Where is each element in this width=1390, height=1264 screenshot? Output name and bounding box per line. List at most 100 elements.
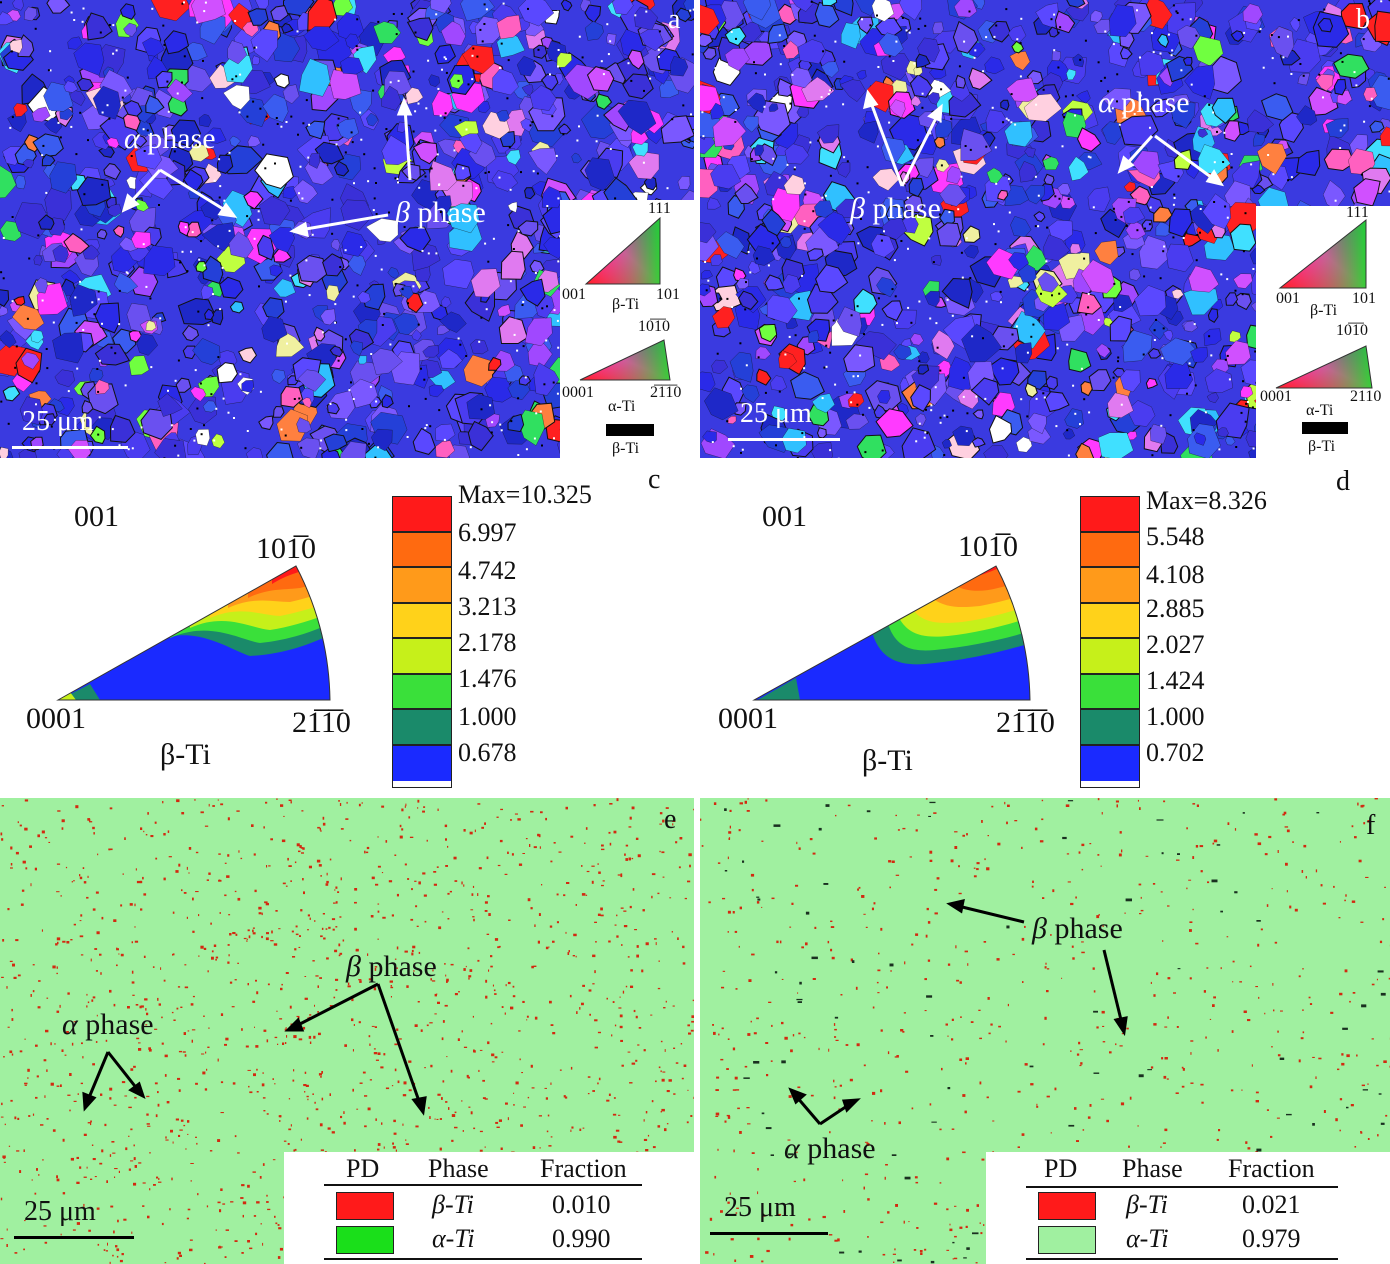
grain	[1122, 329, 1153, 363]
grain	[556, 52, 572, 68]
grain	[145, 320, 157, 331]
boundary-speck	[425, 424, 428, 427]
boundary-speck	[228, 229, 231, 232]
grain	[406, 291, 424, 314]
boundary-speck	[49, 69, 52, 72]
grain	[541, 73, 559, 91]
grain	[34, 277, 48, 294]
boundary-speck	[534, 271, 537, 274]
grain	[831, 0, 854, 17]
boundary-speck	[487, 260, 490, 263]
boundary-speck	[439, 114, 442, 117]
boundary-speck	[424, 427, 427, 430]
grain	[219, 276, 244, 299]
grain	[63, 232, 90, 254]
grain	[0, 305, 9, 317]
ipf-legend-b: 111 001 101 β-Ti 10̅1̅0 0001 2110 α-Ti β…	[1256, 204, 1390, 458]
ipf-0001: 0001	[1260, 388, 1292, 405]
boundary-speck	[9, 126, 12, 129]
phase-map-e: e β phase α phase 25 μm PD Phase Fractio…	[0, 798, 694, 1264]
boundary-speck	[507, 224, 510, 227]
boundary-speck	[350, 131, 353, 134]
annotation-arrows-a	[121, 97, 413, 238]
boundary-speck	[345, 429, 348, 432]
boundary-speck	[666, 187, 669, 190]
boundary-speck	[643, 89, 645, 92]
grain	[520, 118, 534, 133]
colorbar-segment	[393, 745, 451, 781]
boundary-speck	[459, 119, 462, 122]
boundary-speck	[471, 78, 474, 81]
boundary-speck	[302, 122, 305, 125]
boundary-speck	[81, 20, 84, 23]
ipf-1010: 10̅1̅0	[1336, 322, 1368, 339]
boundary-speck	[438, 184, 440, 186]
grain	[341, 231, 368, 257]
boundary-speck	[219, 185, 222, 188]
boundary-speck	[45, 191, 48, 194]
scale-bar-e	[14, 1236, 134, 1239]
grain	[49, 161, 78, 194]
ebsd-map-a: a α phase β phase 25 μm 111 001 101	[0, 0, 694, 458]
boundary-speck	[246, 115, 249, 118]
grain	[853, 288, 878, 314]
boundary-speck	[140, 426, 143, 429]
grain	[770, 375, 787, 391]
boundary-speck	[181, 2, 184, 5]
boundary-speck	[344, 151, 347, 154]
grain	[411, 329, 422, 342]
grain	[30, 329, 44, 344]
grain	[358, 355, 367, 365]
grain	[268, 226, 295, 253]
boundary-speck	[356, 48, 359, 51]
grain	[560, 0, 573, 12]
boundary-speck	[401, 288, 404, 291]
grain	[449, 73, 464, 89]
grain	[203, 127, 227, 144]
boundary-speck	[83, 193, 86, 196]
boundary-speck	[218, 158, 221, 161]
grain	[347, 254, 366, 276]
boundary-speck	[305, 99, 308, 102]
grain	[155, 70, 173, 89]
grain	[683, 0, 694, 11]
boundary-speck	[556, 392, 559, 395]
boundary-speck	[360, 138, 363, 141]
boundary-speck	[373, 167, 376, 170]
pole-c-right: 21̅1̅0	[292, 706, 351, 739]
boundary-speck	[487, 171, 490, 174]
boundary-speck	[377, 446, 380, 449]
grain	[558, 123, 572, 135]
boundary-speck	[412, 70, 415, 73]
boundary-speck	[45, 348, 48, 350]
boundary-speck	[334, 303, 337, 306]
grain	[990, 291, 1003, 302]
boundary-speck	[453, 149, 456, 152]
grain	[533, 44, 548, 59]
grain	[492, 68, 519, 96]
grain	[431, 90, 454, 117]
boundary-speck	[307, 156, 310, 159]
boundary-speck	[465, 355, 468, 357]
boundary-speck	[427, 59, 430, 62]
grain	[1010, 216, 1032, 237]
boundary-speck	[562, 133, 565, 136]
boundary-speck	[197, 310, 200, 313]
grain	[280, 385, 304, 408]
grain	[1206, 392, 1219, 404]
grain	[241, 380, 254, 393]
grain	[1068, 347, 1092, 373]
grain	[305, 120, 326, 140]
black-label: β-Ti	[612, 440, 640, 457]
boundary-speck	[59, 136, 62, 139]
grain	[639, 29, 665, 51]
boundary-speck	[485, 8, 488, 11]
grain	[700, 371, 716, 393]
boundary-speck	[257, 210, 260, 213]
boundary-speck	[335, 143, 338, 146]
grain	[439, 311, 467, 333]
boundary-speck	[300, 446, 303, 449]
grain	[933, 136, 946, 149]
pole-d-name: β-Ti	[862, 744, 913, 777]
ipf-beta-name: β-Ti	[612, 296, 640, 313]
